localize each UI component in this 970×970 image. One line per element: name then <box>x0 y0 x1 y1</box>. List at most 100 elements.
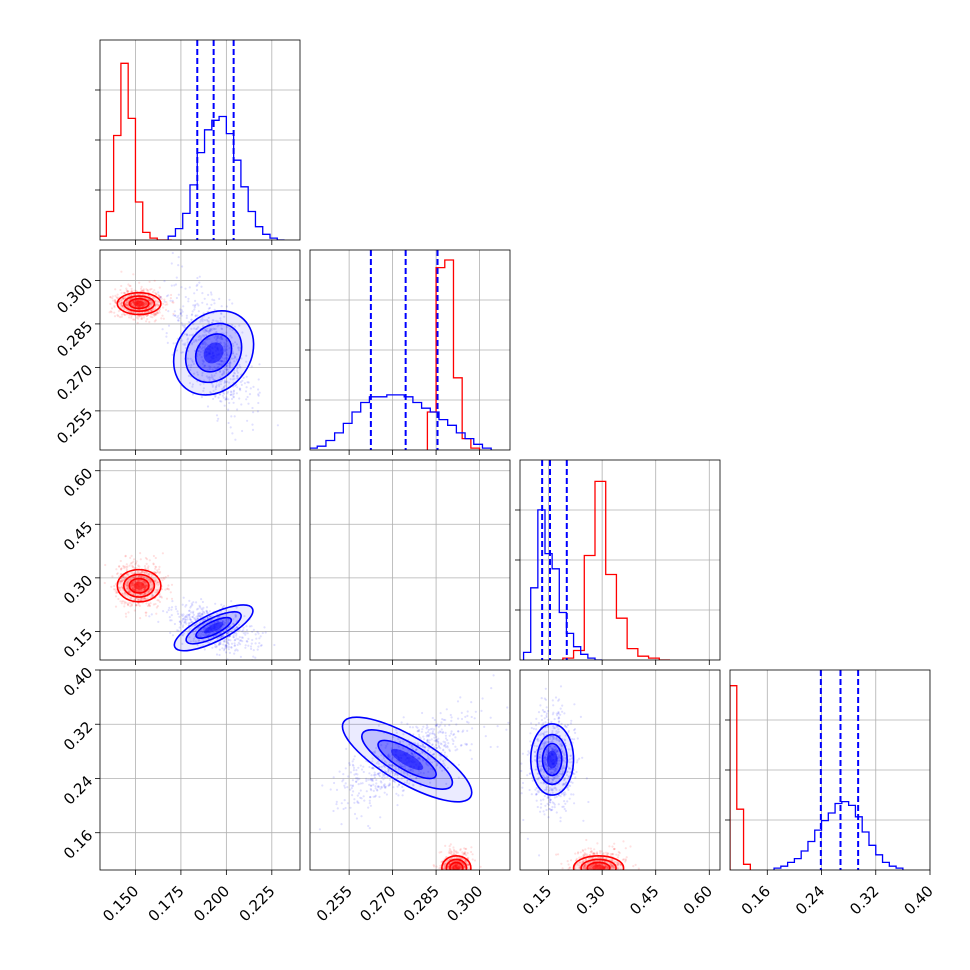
sample-point <box>55 648 57 650</box>
sample-point <box>50 649 52 651</box>
sample-point <box>250 387 252 389</box>
sample-point <box>92 645 94 647</box>
sample-point <box>32 652 34 654</box>
sample-point <box>243 627 245 629</box>
sample-point <box>1 647 3 649</box>
sample-point <box>171 584 173 586</box>
sample-point <box>219 400 221 402</box>
sample-point <box>120 285 122 287</box>
sample-point <box>206 563 208 565</box>
sample-point <box>388 691 390 693</box>
sample-point <box>176 588 178 590</box>
sample-point <box>47 645 49 647</box>
sample-point <box>185 559 187 561</box>
sample-point <box>174 596 176 598</box>
sample-point <box>150 288 152 290</box>
sample-point <box>170 294 172 296</box>
sample-point <box>188 582 190 584</box>
sample-point <box>4 647 6 649</box>
sample-point <box>47 639 49 641</box>
sample-point <box>165 336 167 338</box>
sample-point <box>189 593 191 595</box>
sample-point <box>192 583 194 585</box>
sample-point <box>385 779 387 781</box>
sample-point <box>45 648 47 650</box>
sample-point <box>200 573 202 575</box>
sample-point <box>62 640 64 642</box>
sample-point <box>204 594 206 596</box>
sample-point <box>53 631 55 633</box>
sample-point <box>32 640 34 642</box>
sample-point <box>113 312 115 314</box>
sample-point <box>45 641 47 643</box>
sample-point <box>251 407 253 409</box>
sample-point <box>180 622 182 624</box>
sample-point <box>178 586 180 588</box>
sample-point <box>211 591 213 593</box>
sample-point <box>172 252 174 254</box>
sample-point <box>171 285 173 287</box>
sample-point <box>210 304 212 306</box>
sample-point <box>44 642 46 644</box>
sample-point <box>167 584 169 586</box>
sample-point <box>239 636 241 638</box>
sample-point <box>46 645 48 647</box>
sample-point <box>233 586 235 588</box>
sample-point <box>191 575 193 577</box>
sample-point <box>174 570 176 572</box>
sample-point <box>194 588 196 590</box>
sample-point <box>195 592 197 594</box>
sample-point <box>266 593 268 595</box>
sample-point <box>189 622 191 624</box>
sample-point <box>43 654 45 656</box>
sample-point <box>199 591 201 593</box>
sample-point <box>43 651 45 653</box>
sample-point <box>220 643 222 645</box>
sample-point <box>131 604 133 606</box>
sample-point <box>44 650 46 652</box>
sample-point <box>389 722 391 724</box>
sample-point <box>165 576 167 578</box>
sample-point <box>48 655 50 657</box>
sample-point <box>36 648 38 650</box>
sample-point <box>50 644 52 646</box>
sample-point <box>48 639 50 641</box>
sample-point <box>26 639 28 641</box>
sample-point <box>51 651 53 653</box>
sample-point <box>122 598 124 600</box>
sample-point <box>134 609 136 611</box>
sample-point <box>195 563 197 565</box>
sample-point <box>109 296 111 298</box>
sample-point <box>204 648 206 650</box>
sample-point <box>45 652 47 654</box>
sample-point <box>18 648 20 650</box>
sample-point <box>260 635 262 637</box>
sample-point <box>248 381 250 383</box>
sample-point <box>16 653 18 655</box>
sample-point <box>172 595 174 597</box>
sample-point <box>30 649 32 651</box>
sample-point <box>50 647 52 649</box>
sample-point <box>169 563 171 565</box>
sample-point <box>24 650 26 652</box>
sample-point <box>35 634 37 636</box>
sample-point <box>195 601 197 603</box>
sample-point <box>61 642 63 644</box>
sample-point <box>58 640 60 642</box>
sample-point <box>153 555 155 557</box>
sample-point <box>246 640 248 642</box>
sample-point <box>55 645 57 647</box>
sample-point <box>398 713 400 715</box>
sample-point <box>45 649 47 651</box>
sample-point <box>29 644 31 646</box>
sample-point <box>41 644 43 646</box>
sample-point <box>178 585 180 587</box>
sample-point <box>191 593 193 595</box>
sample-point <box>36 640 38 642</box>
sample-point <box>125 613 127 615</box>
sample-point <box>62 632 64 634</box>
sample-point <box>138 566 140 568</box>
sample-point <box>13 638 15 640</box>
sample-point <box>85 562 87 564</box>
sample-point <box>112 596 114 598</box>
